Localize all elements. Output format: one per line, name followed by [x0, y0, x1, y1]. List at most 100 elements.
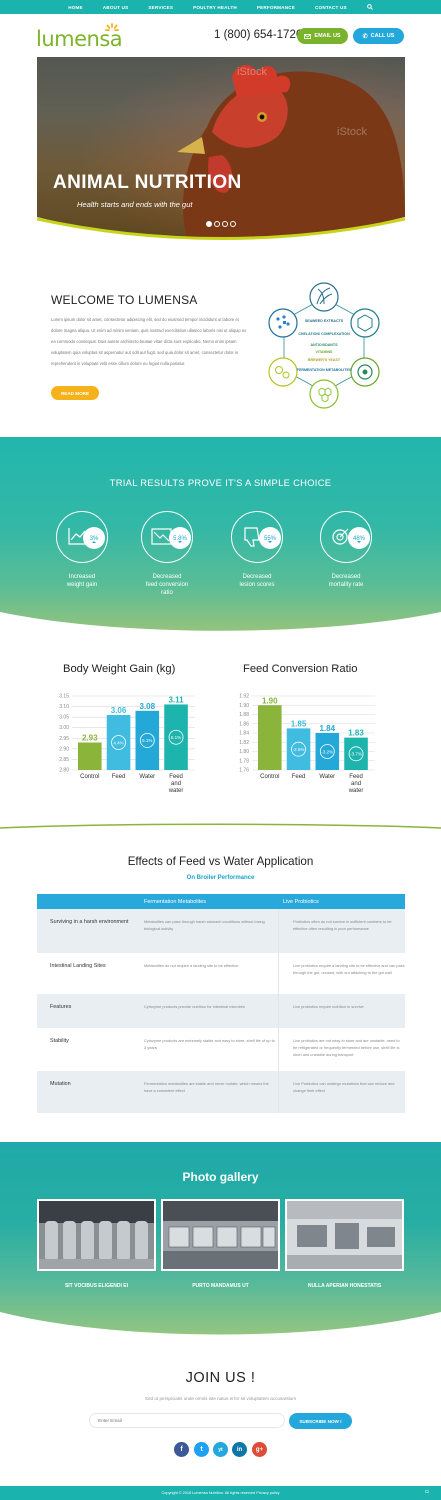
gallery-title: Photo gallery: [182, 1170, 259, 1184]
y-tick-label: 2.85: [59, 757, 69, 763]
google-plus-icon[interactable]: g+: [252, 1442, 267, 1457]
trial-label: Decreased lesion scores: [239, 574, 275, 588]
slider-dot-active[interactable]: [206, 221, 212, 227]
x-category-label: Control: [80, 774, 99, 780]
molecule-icon: [350, 308, 380, 338]
phone-number[interactable]: 1 (800) 654-1726: [214, 29, 303, 41]
ingredients-diagram: SEAWEED EXTRACTS CHELATION/ COMPLEXATION…: [268, 282, 380, 409]
trial-title: TRIAL RESULTS PROVE IT'S A SIMPLE CHOICE: [109, 477, 332, 488]
y-tick-label: 1.90: [239, 703, 249, 709]
effects-subtitle: On Broiler Performance: [186, 875, 255, 881]
call-us-button[interactable]: ✆ CALL US: [353, 28, 404, 44]
footer-corner-label: Ci: [425, 1489, 430, 1494]
nav-poultry-health[interactable]: POULTRY HEALTH: [193, 4, 237, 10]
percent-label: 5.1%: [142, 738, 152, 743]
table-header: Fermentation Metabolites Live Probiotics: [37, 894, 405, 909]
effects-title: Effects of Feed vs Water Application: [127, 855, 314, 868]
trial-circle-feed-conversion: 5.8%: [141, 511, 193, 563]
particles-icon: [268, 308, 298, 338]
slider-dot[interactable]: [214, 221, 220, 227]
x-category-label: Water: [319, 774, 335, 780]
nav-contact-us[interactable]: CONTACT US: [315, 4, 347, 10]
facebook-icon[interactable]: f: [174, 1442, 189, 1457]
diagram-label: FERMENTATION METABOLITES: [297, 368, 352, 372]
table-row: Intestinal Landing Sites Metabolites do …: [37, 953, 405, 994]
y-tick-label: 3.00: [59, 725, 69, 731]
trial-value: 48%: [353, 536, 366, 542]
percent-badge: [348, 746, 364, 762]
bar-value-label: 3.06: [111, 706, 127, 715]
header-live-probiotics: Live Probiotics: [283, 898, 319, 905]
slider-dot[interactable]: [230, 221, 236, 227]
diagram-label: CHELATION/ COMPLEXATION: [298, 332, 350, 336]
nav-performance[interactable]: PERFORMANCE: [256, 4, 296, 10]
diagram-label: VITAMINS: [316, 350, 334, 354]
footer: Copyright © 2018 Lumensa Nutrition. All …: [0, 1486, 441, 1500]
email-input[interactable]: [89, 1413, 285, 1428]
bar: [164, 704, 188, 770]
table-row: Mutation Fermentation metabolites are st…: [37, 1071, 405, 1113]
x-category-label: water: [168, 788, 184, 794]
gallery-image-3[interactable]: [285, 1199, 404, 1271]
cell-icon: [350, 357, 380, 387]
twitter-icon[interactable]: t: [194, 1442, 209, 1457]
y-tick-label: 1.82: [239, 740, 249, 746]
watermark: iStock: [337, 126, 367, 138]
linkedin-icon[interactable]: in: [232, 1442, 247, 1457]
subscribe-button[interactable]: SUBSCRIBE NOW !: [289, 1413, 352, 1429]
hero-slider: iStock iStock: [37, 57, 405, 240]
trial-circle-mortality-rate: 48%: [320, 511, 372, 563]
gallery-caption-2[interactable]: PURTO MANDAMUS UT: [192, 1283, 249, 1289]
search-icon[interactable]: [366, 4, 373, 10]
phone-icon: ✆: [362, 33, 368, 40]
envelope-icon: [304, 33, 312, 39]
bar-value-label: 1.90: [262, 696, 278, 705]
table-row: Stability Cytozyme products are extremel…: [37, 1028, 405, 1071]
email-us-button[interactable]: EMAIL US: [297, 28, 348, 44]
table-row: Surviving in a harsh environment Metabol…: [37, 909, 405, 953]
y-tick-label: 2.95: [59, 736, 69, 742]
gallery-caption-3[interactable]: NULLA APERIAN HONESTATIS: [307, 1283, 382, 1289]
percent-badge: [139, 733, 155, 748]
gallery-image-1[interactable]: [37, 1199, 156, 1271]
hen-image: iStock iStock: [37, 57, 405, 240]
slider-dot[interactable]: [222, 221, 228, 227]
line-chart-icon: [68, 528, 87, 545]
table-row: Features Cytozyme products provide nutri…: [37, 994, 405, 1028]
y-tick-label: 2.90: [59, 746, 69, 752]
x-category-label: Control: [260, 774, 279, 780]
nav-services[interactable]: SERVICES: [148, 4, 174, 10]
nav-home[interactable]: HOME: [68, 4, 83, 10]
y-tick-label: 1.86: [239, 721, 249, 727]
trial-value: 3%: [90, 536, 99, 542]
y-tick-label: 3.15: [59, 694, 69, 700]
youtube-icon[interactable]: yt: [213, 1442, 228, 1457]
bar-value-label: 2.93: [82, 734, 98, 743]
x-category-label: Feed: [349, 774, 363, 780]
welcome-title: WELCOME TO LUMENSA: [51, 293, 198, 307]
percent-label: -3.2%: [321, 749, 333, 754]
read-more-button[interactable]: READ MORE: [51, 386, 99, 400]
bar: [135, 710, 160, 770]
trial-label: Decreased mortality rate: [328, 574, 364, 588]
gallery-image-2[interactable]: [161, 1199, 280, 1271]
effects-table: Fermentation Metabolites Live Probiotics…: [37, 894, 405, 1113]
bar: [344, 737, 368, 770]
trial-circle-weight-gain: 3%: [56, 511, 108, 563]
x-category-label: Feed: [112, 774, 126, 780]
trial-circle-lesion-scores: 55%: [231, 511, 283, 563]
y-tick-label: 1.76: [239, 768, 249, 774]
chart-title-feed-conversion: Feed Conversion Ratio: [243, 663, 358, 675]
y-tick-label: 1.84: [239, 731, 249, 737]
welcome-body: Lorem ipsum dolor sit amet, consectetur …: [51, 317, 247, 366]
nav-about-us[interactable]: ABOUT US: [102, 4, 129, 10]
bar-value-label: 3.08: [139, 702, 155, 711]
x-category-label: and: [351, 781, 361, 787]
bar: [315, 733, 340, 770]
x-category-label: Feed: [292, 774, 306, 780]
thumbs-down-icon: [244, 527, 260, 547]
feed-conversion-ratio-chart: 1.92 1.90 1.88 1.86 1.84 1.82 1.80 1.78 1.76 1.90…: [239, 694, 375, 794]
target-icon: [332, 528, 349, 545]
watermark: iStock: [237, 66, 267, 78]
gallery-caption-1[interactable]: SIT VOCIBUS ELIGENDI EI: [64, 1283, 129, 1289]
